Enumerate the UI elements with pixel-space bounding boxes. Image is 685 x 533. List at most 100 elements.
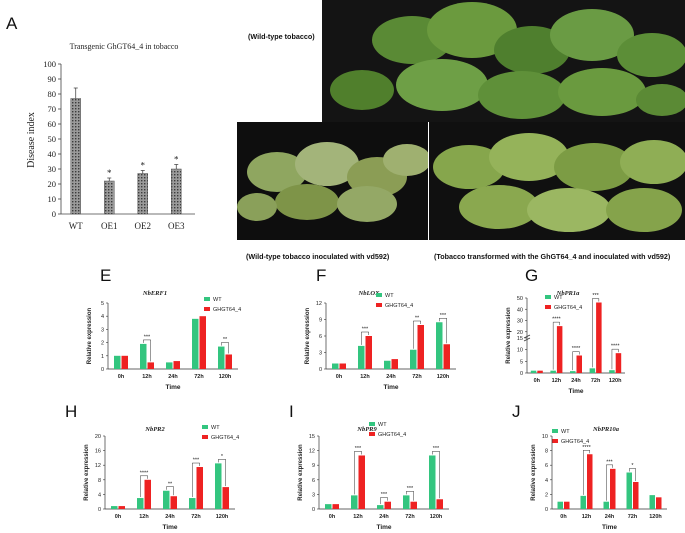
chart-e-ytick-label: 5 [101,301,104,307]
chart-h-sig-bracket [140,475,148,498]
chart-g-bar-ghgt [576,355,582,373]
panel-letter-h: H [65,402,78,421]
chart-f-ytick-label: 0 [319,367,322,373]
chart-a-xtick-label: OE3 [168,221,185,231]
chart-j-ytick-label: 4 [545,478,548,484]
chart-e-legend-label: GHGT64_4 [213,307,241,313]
chart-h: NbPR2 Relative expression Time WT GHGT64_4 0 4… [84,425,239,531]
chart-g-bar-wt [530,370,537,373]
chart-e-xtick-label: 12h [142,374,152,380]
chart-i-ytick-label: 6 [312,478,315,484]
chart-g-legend-swatch [545,295,551,299]
chart-a-ytick-label: 10 [48,194,57,204]
chart-i-ytick-label: 15 [309,434,315,440]
chart-j-bar-ghgt [564,501,570,509]
chart-h-title: NbPR2 [144,426,165,433]
chart-e-bar-ghgt [173,361,180,369]
chart-h-xlabel: Time [162,524,177,531]
chart-i-xtick-label: 72h [405,514,415,520]
chart-f-bar-wt [332,363,339,369]
chart-j-sig-bracket [583,450,590,495]
panel-letter-j: J [512,402,521,421]
chart-f-legend-swatch [376,303,382,307]
chart-i-xtick-label: 12h [353,514,363,520]
chart-a-bar [70,98,81,215]
chart-j-bar-wt [580,495,586,509]
chart-a-ytick-label: 0 [52,209,56,219]
chart-e-xtick-label: 0h [118,374,125,380]
chart-g-xtick-label: 0h [534,378,541,384]
chart-h-ylabel: Relative expression [84,444,90,501]
chart-e-bar-wt [114,355,121,369]
caption-b: (Wild-type tobacco) [248,32,315,41]
chart-f-legend-label: GHGT64_4 [385,303,413,309]
chart-i-sig-bracket [406,491,414,501]
chart-i-legend-label: WT [378,422,387,428]
chart-a-ytick-label: 30 [48,164,57,174]
chart-g-ytick-label: 15 [517,336,523,342]
chart-h-bar-ghgt [196,467,203,509]
chart-g-ytick-label: 50 [517,296,523,302]
chart-a-ytick-label: 60 [48,119,57,129]
chart-a-significance: * [107,168,112,178]
chart-j-title: NbPR10a [592,426,620,433]
photo-c-wild-type-inoculated [237,122,428,240]
chart-e-ytick-label: 3 [101,327,104,333]
chart-j-legend-swatch [552,439,558,443]
chart-g-legend-label: GHGT64_4 [554,305,582,311]
chart-h-bar-wt [137,498,144,509]
chart-f-ytick-label: 6 [319,334,322,340]
chart-g-axis-break [523,337,531,342]
caption-d: (Tobacco transformed with the GhGT64_4 a… [434,252,671,261]
chart-a-ytick-label: 80 [48,89,57,99]
chart-i-sig-label: *** [407,486,414,492]
chart-h-legend-swatch [202,435,208,439]
chart-h-xtick-label: 24h [165,514,175,520]
chart-g-ytick-label: 10 [517,348,523,354]
chart-e-ytick-label: 2 [101,341,104,347]
chart-f-bar-ghgt [391,359,398,369]
chart-j-ytick-label: 2 [545,492,548,498]
chart-i-bar-wt [377,505,384,509]
chart-j-bar-ghgt [610,468,616,509]
chart-j-legend-label: WT [561,429,570,435]
chart-g-xlabel: Time [568,388,583,395]
chart-g-sig-label: **** [572,346,581,352]
chart-h-ytick-label: 4 [98,492,101,498]
chart-g-sig-label: *** [592,293,599,299]
chart-e-bar-wt [140,343,147,369]
chart-g-sig-bracket [552,321,560,370]
chart-e-ytick-label: 1 [101,354,104,360]
chart-a-xtick-label: OE1 [101,221,118,231]
chart-e-sig-bracket [143,339,151,362]
chart-h-ytick-label: 12 [95,463,101,469]
chart-j-bar-wt [603,501,609,509]
chart-i-ytick-label: 3 [312,492,315,498]
chart-f-bar-ghgt [339,363,346,369]
chart-f-bar-ghgt [365,336,372,369]
chart-h-xtick-label: 12h [139,514,149,520]
chart-g-legend-label: WT [554,295,563,301]
chart-h-sig-label: * [221,454,224,460]
chart-h-bar-ghgt [170,496,177,509]
chart-g-bar-ghgt [615,353,622,373]
chart-a-significance: * [141,161,146,171]
chart-a-title: Transgenic GhGT64_4 in tobacco [70,42,179,51]
chart-j-xtick-label: 0h [560,514,567,520]
panel-letter-a: A [6,14,18,33]
chart-h-bar-wt [111,506,118,509]
chart-h-bar-ghgt [222,487,229,509]
chart-i-sig-label: *** [355,446,362,452]
chart-j-xtick-label: 12h [582,514,592,520]
chart-g-ytick-label: 20 [517,330,523,336]
chart-f-xtick-label: 12h [360,374,370,380]
chart-h-ytick-label: 8 [98,478,101,484]
chart-h-xtick-label: 120h [216,514,229,520]
chart-h-legend-swatch [202,425,208,429]
chart-e-ytick-label: 0 [101,367,104,373]
chart-e-ylabel: Relative expression [87,307,93,364]
chart-j-bar-wt [649,495,655,509]
chart-a-bar [137,173,148,215]
chart-j-xtick-label: 72h [628,514,638,520]
chart-g-sig-bracket [572,351,580,371]
